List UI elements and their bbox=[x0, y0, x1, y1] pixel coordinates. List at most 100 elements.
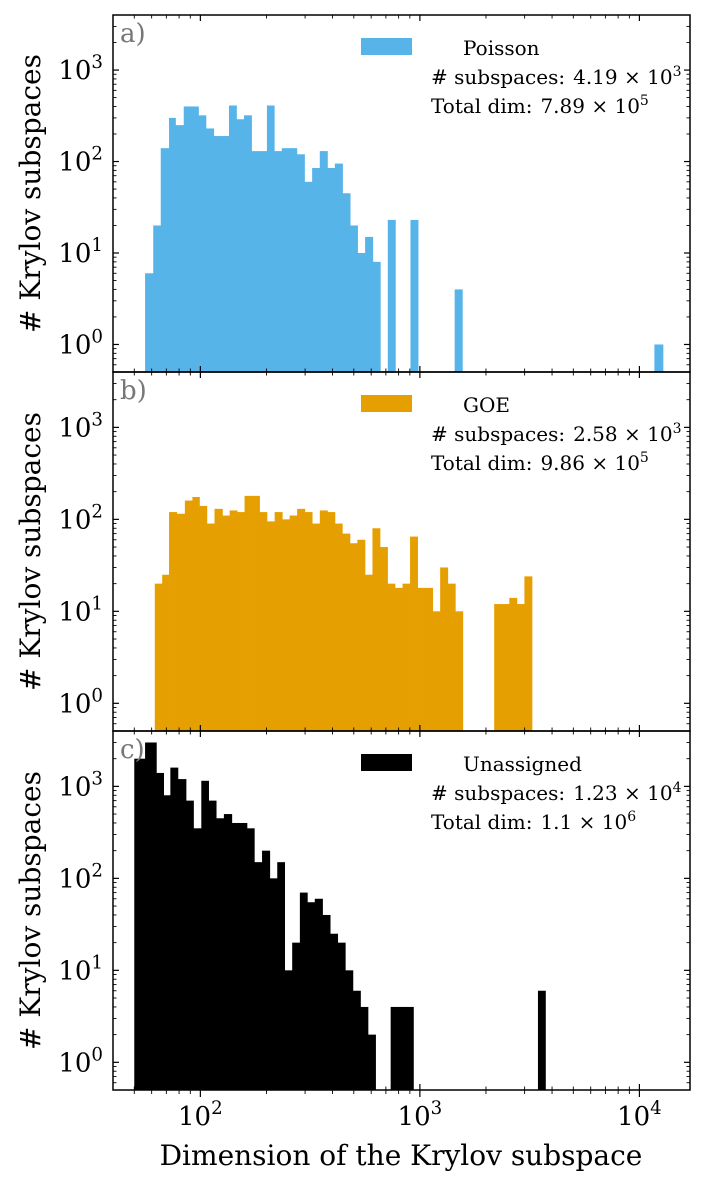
histogram-bar bbox=[191, 106, 199, 372]
histogram-bar bbox=[319, 510, 328, 731]
legend-times-sign: × bbox=[585, 451, 614, 475]
y-tick-label-base: 10 bbox=[58, 413, 91, 443]
legend-swatch bbox=[361, 754, 412, 771]
legend-subspaces-exp: 3 bbox=[673, 64, 682, 80]
histogram-bar bbox=[198, 115, 207, 372]
panel-frames bbox=[112, 14, 691, 1091]
y-tick-label-base: 10 bbox=[58, 330, 91, 360]
panel-frame bbox=[112, 730, 691, 1091]
histogram-bar bbox=[304, 512, 313, 731]
histogram-bar bbox=[387, 583, 396, 731]
histogram-bar bbox=[162, 574, 170, 731]
legend-entry: Poisson bbox=[463, 36, 540, 60]
histogram-bar bbox=[330, 933, 339, 1090]
histogram-bar bbox=[153, 225, 162, 372]
histogram-bar bbox=[390, 1006, 399, 1090]
histogram-bar bbox=[163, 795, 171, 1090]
histogram-bar bbox=[259, 512, 268, 731]
histogram-bar bbox=[349, 543, 358, 731]
histogram-bar bbox=[402, 583, 411, 731]
legend-totaldim-mantissa: 1.1 bbox=[540, 810, 572, 834]
histogram-bar bbox=[337, 942, 346, 1090]
histogram-bar bbox=[259, 151, 268, 372]
histogram-bar bbox=[237, 512, 245, 731]
x-tick-label: 102 bbox=[178, 1098, 223, 1132]
y-tick-label-base: 10 bbox=[58, 239, 91, 269]
y-tick-label-exp: 3 bbox=[91, 52, 103, 73]
histogram-bar bbox=[379, 547, 388, 731]
legend-subspaces: # subspaces: 4.19 × 103 bbox=[431, 64, 681, 89]
histogram-bar bbox=[246, 828, 255, 1090]
x-axis-label: Dimension of the Krylov subspace bbox=[160, 1139, 643, 1172]
legend-subspaces-mantissa: 1.23 bbox=[573, 781, 618, 805]
x-tick-label-exp: 2 bbox=[211, 1098, 223, 1119]
histogram-bar bbox=[169, 117, 176, 372]
y-tick-label: 102 bbox=[58, 144, 103, 178]
histogram-bar bbox=[262, 850, 271, 1090]
histogram-bar bbox=[357, 539, 366, 731]
legend-base: 10 bbox=[647, 781, 672, 805]
histogram-bar bbox=[223, 814, 233, 1090]
x-tick-label-base: 10 bbox=[398, 1102, 431, 1132]
histogram-bar bbox=[229, 510, 238, 731]
histogram-bar bbox=[398, 1006, 407, 1090]
histogram-bar bbox=[432, 611, 441, 731]
histogram-bar bbox=[440, 567, 449, 731]
legend-totaldim: Total dim: 9.86 × 105 bbox=[431, 450, 649, 475]
legend-swatch bbox=[361, 38, 412, 55]
legend-times-sign: × bbox=[618, 781, 647, 805]
legend-subspaces-exp: 3 bbox=[673, 421, 682, 437]
histogram-bar bbox=[284, 970, 293, 1090]
histogram-bar bbox=[410, 536, 418, 731]
histogram-bar bbox=[206, 523, 215, 731]
y-tick-label-base: 10 bbox=[58, 772, 91, 802]
y-tick-label: 102 bbox=[58, 860, 103, 894]
histogram-bar bbox=[228, 105, 237, 373]
histogram-bar bbox=[312, 167, 321, 372]
y-tick-label: 100 bbox=[58, 327, 103, 361]
histogram-bar bbox=[239, 822, 248, 1090]
histogram-bar bbox=[296, 154, 305, 372]
histogram-bar bbox=[266, 521, 276, 731]
histogram-bar bbox=[193, 828, 202, 1090]
histogram-bar bbox=[216, 818, 225, 1090]
y-axis-label: # Krylov subspaces bbox=[14, 54, 47, 333]
histogram-bar bbox=[289, 148, 298, 372]
legend-times-sign: × bbox=[585, 94, 614, 118]
histogram-bar bbox=[183, 106, 192, 372]
histogram-bar bbox=[524, 576, 533, 731]
histogram-bar bbox=[231, 822, 240, 1090]
histogram-bar bbox=[447, 583, 456, 731]
histogram-bar bbox=[269, 878, 278, 1090]
y-tick-label: 100 bbox=[58, 685, 103, 719]
histogram-bar bbox=[327, 167, 336, 372]
histogram-bar bbox=[387, 219, 396, 372]
histogram-bar bbox=[170, 767, 179, 1090]
legend-times-sign: × bbox=[618, 65, 647, 89]
histogram-bar bbox=[364, 574, 373, 731]
histogram-bar bbox=[319, 151, 328, 372]
histogram-bar bbox=[289, 515, 298, 731]
legend-base: 10 bbox=[614, 94, 639, 118]
y-tick-label-exp: 2 bbox=[91, 144, 103, 165]
y-tick-label-exp: 0 bbox=[91, 327, 103, 348]
histogram-bar bbox=[176, 513, 186, 731]
panels: a)# Krylov subspaces100101102103Poisson#… bbox=[14, 15, 690, 1090]
histogram-bar bbox=[282, 519, 290, 731]
y-tick-label-exp: 2 bbox=[91, 501, 103, 522]
histogram-bar bbox=[307, 902, 316, 1090]
histogram-bar bbox=[501, 604, 510, 731]
legend-totaldim-exp: 5 bbox=[640, 93, 649, 109]
legend-times-sign: × bbox=[618, 422, 647, 446]
legend-totaldim-exp: 5 bbox=[640, 450, 649, 466]
histogram-bar bbox=[252, 495, 260, 731]
y-tick-label: 101 bbox=[58, 235, 103, 269]
legend-totaldim-label: Total dim: bbox=[431, 94, 532, 118]
histogram-bar bbox=[352, 990, 361, 1090]
histogram-bar bbox=[327, 512, 336, 731]
histogram-bar bbox=[175, 125, 185, 372]
legend-entry: GOE bbox=[463, 393, 510, 417]
histogram-bar bbox=[185, 800, 194, 1090]
histogram-bar bbox=[509, 597, 518, 731]
